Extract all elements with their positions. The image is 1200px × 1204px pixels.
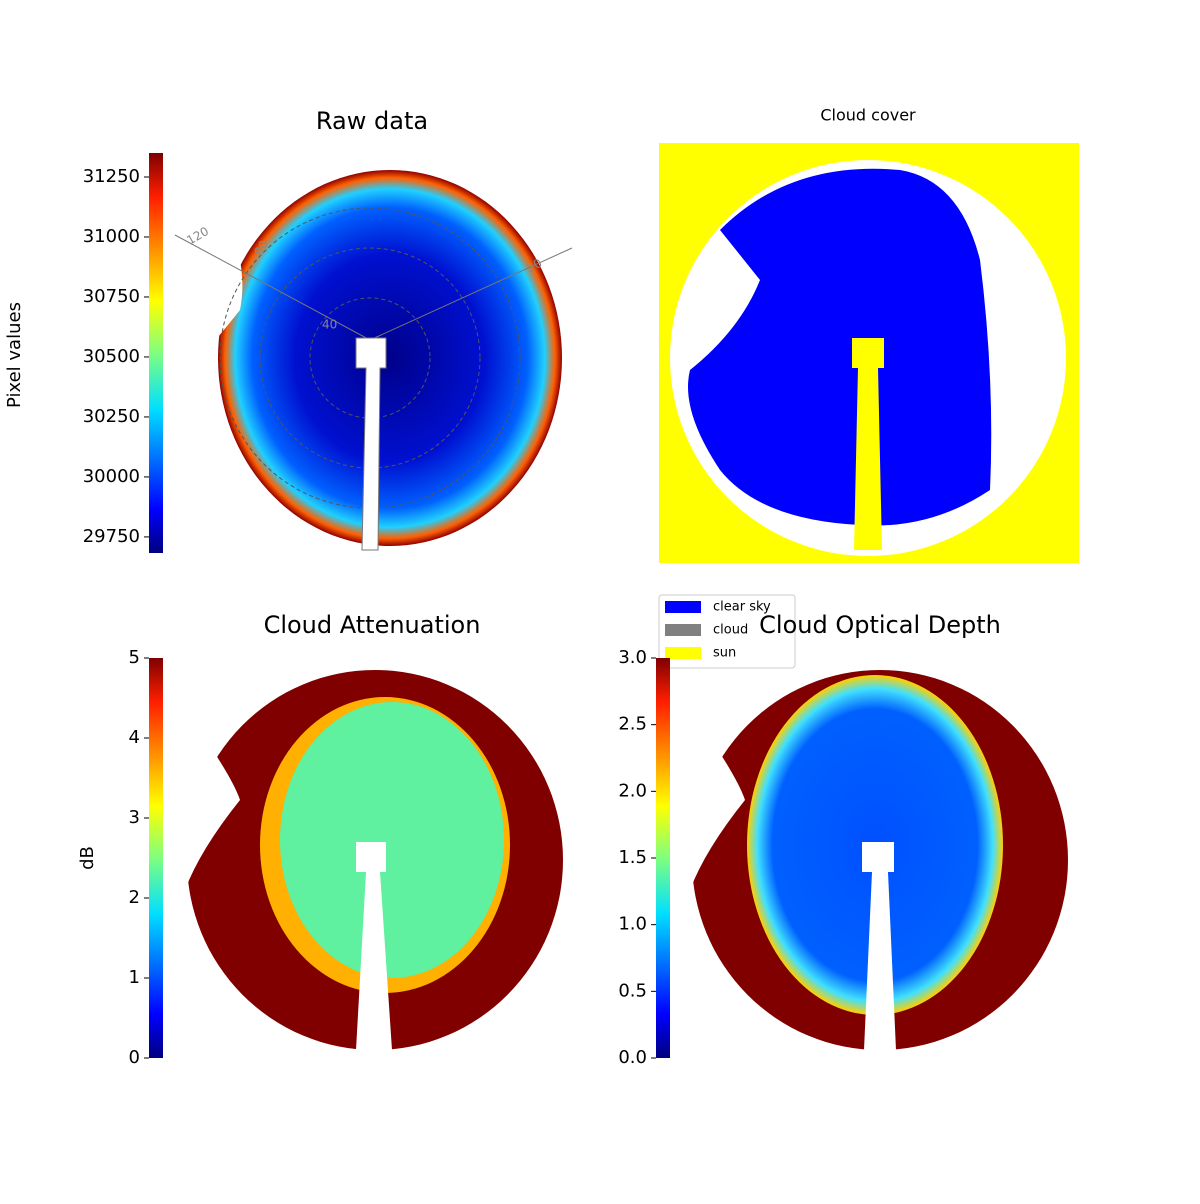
colorbar-tick-label: 0.0 bbox=[618, 1047, 647, 1068]
colorbar-tick-label: 30500 bbox=[83, 346, 140, 367]
legend-swatch bbox=[665, 624, 701, 636]
colorbar-tick-label: 2.5 bbox=[618, 714, 647, 735]
panel-title: Cloud cover bbox=[820, 106, 916, 125]
polar-label: 80 bbox=[252, 238, 272, 258]
colorbar-tick-label: 2 bbox=[129, 887, 140, 908]
legend-swatch bbox=[665, 647, 701, 659]
colorbar-tick-label: 29750 bbox=[83, 526, 140, 547]
legend-swatch bbox=[665, 601, 701, 613]
colorbar bbox=[656, 658, 670, 1058]
colorbar-tick-label: 1.5 bbox=[618, 847, 647, 868]
polar-label: 20 bbox=[524, 256, 544, 276]
polar-label: 40 bbox=[322, 318, 337, 332]
cloud-cover-image bbox=[659, 143, 1079, 563]
panel-title: Raw data bbox=[316, 107, 428, 135]
colorbar-tick-label: 4 bbox=[129, 727, 140, 748]
colorbar-tick-label: 30750 bbox=[83, 286, 140, 307]
colorbar-tick-label: 0.5 bbox=[618, 980, 647, 1001]
colorbar-tick-label: 3 bbox=[129, 807, 140, 828]
colorbar-tick-label: 1 bbox=[129, 967, 140, 988]
colorbar-tick-label: 3.0 bbox=[618, 647, 647, 668]
colorbar bbox=[149, 658, 163, 1058]
colorbar-tick-label: 2.0 bbox=[618, 780, 647, 801]
optical-depth-image bbox=[676, 670, 1068, 1050]
panel-title: Cloud Attenuation bbox=[264, 611, 481, 639]
colorbar-label: Pixel values bbox=[4, 302, 25, 408]
colorbar-tick-label: 30250 bbox=[83, 406, 140, 427]
colorbar-tick-label: 5 bbox=[129, 647, 140, 668]
colorbar bbox=[149, 153, 163, 553]
colorbar-label: dB bbox=[77, 846, 98, 870]
colorbar-tick-label: 31000 bbox=[83, 226, 140, 247]
attenuation-image bbox=[170, 670, 563, 1050]
colorbar-tick-label: 1.0 bbox=[618, 914, 647, 935]
legend-label: sun bbox=[713, 646, 736, 661]
colorbar-tick-label: 31250 bbox=[83, 166, 140, 187]
raw-image bbox=[174, 160, 573, 551]
legend-label: clear sky bbox=[713, 600, 771, 615]
colorbar-tick-label: 30000 bbox=[83, 466, 140, 487]
colorbar-tick-label: 0 bbox=[129, 1047, 140, 1068]
legend-label: cloud bbox=[713, 623, 748, 638]
panel-title: Cloud Optical Depth bbox=[759, 611, 1001, 639]
